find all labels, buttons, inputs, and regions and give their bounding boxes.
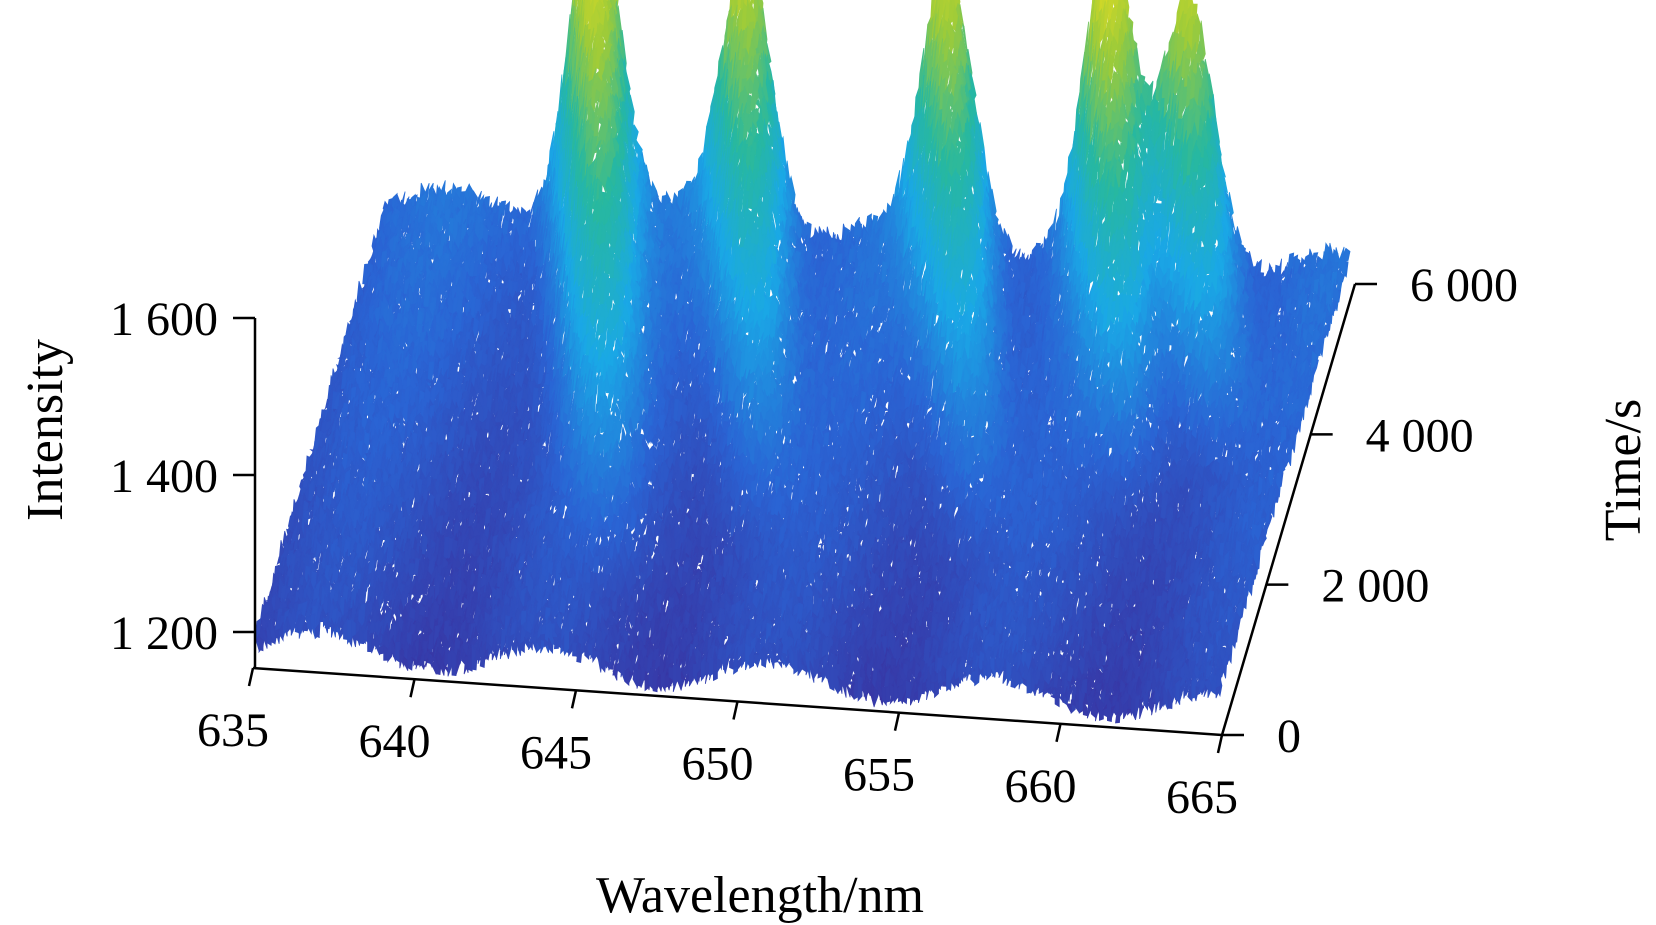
surface-cell: [545, 159, 553, 192]
surface-cell: [471, 189, 478, 205]
surface-cell: [1225, 191, 1232, 221]
surface-cell: [1022, 260, 1030, 277]
surface-cell: [961, 22, 969, 57]
surface-plot: [254, 0, 1351, 724]
surface-cell: [573, 0, 578, 14]
surface-cell: [576, 0, 579, 7]
surface-cell: [1343, 247, 1351, 262]
surface-cell: [1048, 229, 1055, 251]
